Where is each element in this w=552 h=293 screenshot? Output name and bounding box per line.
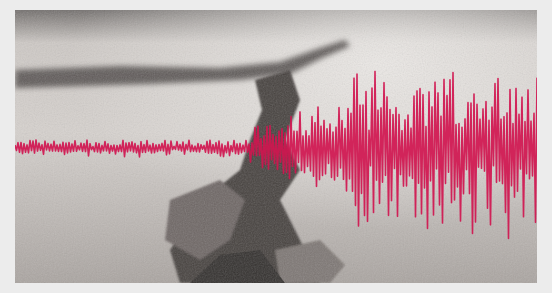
photo-frame — [0, 0, 552, 293]
photo — [15, 10, 537, 283]
page: {} (() => { const data = JSON.parse(docu… — [0, 0, 552, 293]
